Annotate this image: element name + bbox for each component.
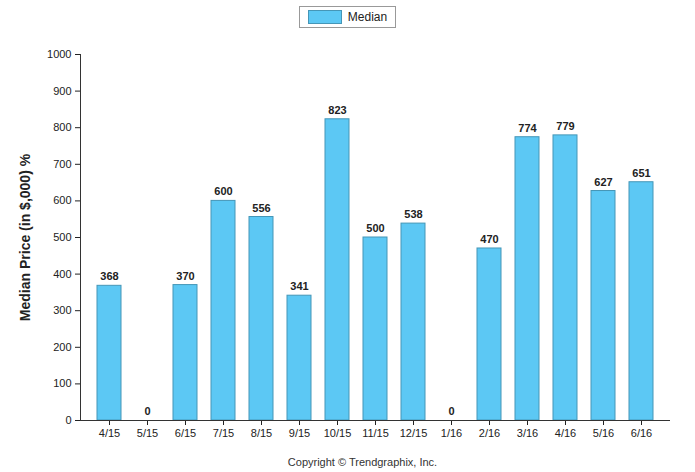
html-text:Median: Median	[347, 10, 388, 24]
svg-text:6/15: 6/15	[175, 427, 196, 439]
svg-text:1/16: 1/16	[441, 427, 462, 439]
svg-text:600: 600	[214, 185, 232, 197]
svg-text:823: 823	[328, 104, 346, 116]
svg-text:11/15: 11/15	[362, 427, 389, 439]
svg-text:300: 300	[53, 304, 71, 316]
svg-text:0: 0	[65, 414, 71, 426]
svg-text:500: 500	[366, 222, 384, 234]
svg-text:651: 651	[632, 167, 650, 179]
svg-text:3/16: 3/16	[517, 427, 538, 439]
svg-text:774: 774	[518, 122, 537, 134]
svg-text:556: 556	[252, 202, 270, 214]
svg-text:0: 0	[144, 405, 150, 417]
svg-text:900: 900	[53, 85, 71, 97]
svg-text:9/15: 9/15	[289, 427, 310, 439]
svg-text:0: 0	[448, 405, 454, 417]
svg-text:5/15: 5/15	[137, 427, 158, 439]
svg-text:1000: 1000	[47, 48, 71, 60]
svg-text:500: 500	[53, 231, 71, 243]
svg-text:800: 800	[53, 121, 71, 133]
svg-text:341: 341	[290, 280, 308, 292]
svg-text:538: 538	[404, 208, 422, 220]
svg-text:4/15: 4/15	[99, 427, 120, 439]
svg-text:6/16: 6/16	[631, 427, 652, 439]
svg-text:8/15: 8/15	[251, 427, 272, 439]
svg-text:7/15: 7/15	[213, 427, 234, 439]
html-text:Copyright © Trendgraphix, Inc.: Copyright © Trendgraphix, Inc.	[287, 456, 438, 468]
svg-text:779: 779	[556, 120, 574, 132]
svg-text:470: 470	[480, 233, 498, 245]
svg-text:5/16: 5/16	[593, 427, 614, 439]
svg-text:100: 100	[53, 377, 71, 389]
svg-text:4/16: 4/16	[555, 427, 576, 439]
svg-text:700: 700	[53, 158, 71, 170]
svg-text:200: 200	[53, 341, 71, 353]
svg-text:12/15: 12/15	[400, 427, 428, 439]
svg-text:400: 400	[53, 268, 71, 280]
svg-text:368: 368	[100, 270, 118, 282]
svg-text:627: 627	[594, 176, 612, 188]
svg-text:600: 600	[53, 194, 71, 206]
svg-text:10/15: 10/15	[324, 427, 352, 439]
svg-text:370: 370	[176, 270, 194, 282]
svg-text:2/16: 2/16	[479, 427, 500, 439]
svg-text:Median Price (in $,000) %: Median Price (in $,000) %	[17, 153, 33, 321]
